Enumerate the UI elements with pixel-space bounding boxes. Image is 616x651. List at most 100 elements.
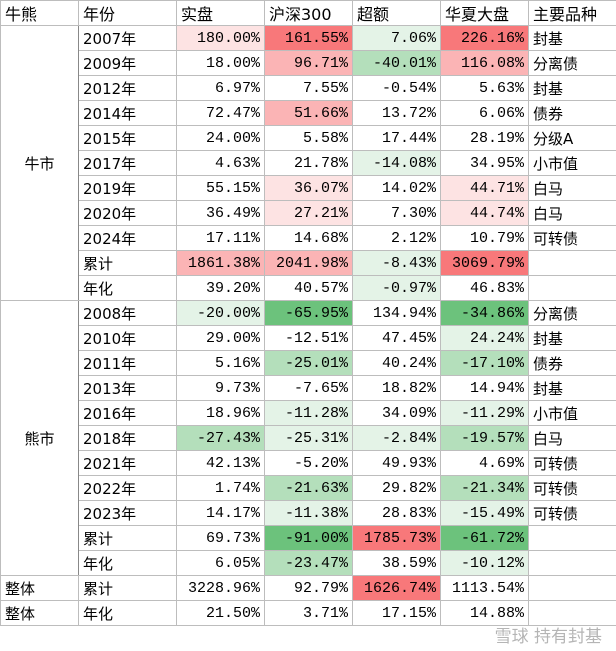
row: 累计 69.73% -91.00% 1785.73% -61.72%	[1, 525, 616, 551]
cell: 7.55%	[264, 75, 353, 101]
cell: 2015年	[78, 125, 177, 151]
cell: -34.86%	[440, 300, 529, 326]
row: 2024年 17.11% 14.68% 2.12% 10.79% 可转债	[1, 225, 616, 251]
cell: 49.93%	[352, 450, 441, 476]
cell: 69.73%	[176, 525, 265, 551]
empty-cell	[528, 525, 616, 551]
cell: 3.71%	[264, 600, 353, 626]
row: 年化 39.20% 40.57% -0.97% 46.83%	[1, 275, 616, 301]
cell: 134.94%	[352, 300, 441, 326]
cell: 白马	[528, 425, 616, 451]
cell: 2024年	[78, 225, 177, 251]
cell: -11.38%	[264, 500, 353, 526]
row: 牛市 2007年 180.00% 161.55% 7.06% 226.16% 封基	[0, 25, 616, 301]
cell: -0.97%	[352, 275, 441, 301]
table: 牛熊 年份 实盘 沪深300 超额 华夏大盘 主要品种 牛市 2007年 180.00% 161.5…	[0, 0, 616, 626]
cell: 5.58%	[264, 125, 353, 151]
cell: 年化	[78, 275, 177, 301]
cell: 6.05%	[176, 550, 265, 576]
cell: 2009年	[78, 50, 177, 76]
cell: 21.50%	[176, 600, 265, 626]
cell: 226.16%	[440, 25, 529, 51]
cell: 2008年	[78, 300, 177, 326]
cell: 51.66%	[264, 100, 353, 126]
cell: 21.78%	[264, 150, 353, 176]
cell: -25.31%	[264, 425, 353, 451]
cell: 分离债	[528, 300, 616, 326]
cell: -8.43%	[352, 250, 441, 276]
empty-cell	[528, 550, 616, 576]
cell: 累计	[78, 250, 177, 276]
cell: 9.73%	[176, 375, 265, 401]
cell: 14.94%	[440, 375, 529, 401]
cell: 可转债	[528, 475, 616, 501]
cell: 2013年	[78, 375, 177, 401]
row: 2021年 42.13% -5.20% 49.93% 4.69% 可转债	[1, 450, 616, 476]
cell: 4.69%	[440, 450, 529, 476]
cell: 沪深300	[264, 0, 353, 26]
cell: 46.83%	[440, 275, 529, 301]
cell: 2018年	[78, 425, 177, 451]
cell: 42.13%	[176, 450, 265, 476]
cell: 6.97%	[176, 75, 265, 101]
cell: 2007年	[78, 25, 177, 51]
cell: 24.00%	[176, 125, 265, 151]
cell: 18.96%	[176, 400, 265, 426]
cell: 2014年	[78, 100, 177, 126]
cell: -12.51%	[264, 325, 353, 351]
cell: 2011年	[78, 350, 177, 376]
watermark: 雪球 持有封基	[494, 627, 602, 647]
cell: 36.49%	[176, 200, 265, 226]
empty-cell	[528, 275, 616, 301]
cell: 白马	[528, 200, 616, 226]
cell: 熊市	[0, 300, 79, 576]
cell: 1861.38%	[176, 250, 265, 276]
header-row: 牛熊 年份 实盘 沪深300 超额 华夏大盘 主要品种	[0, 0, 616, 26]
cell: 华夏大盘	[440, 0, 529, 26]
row: 2015年 24.00% 5.58% 17.44% 28.19% 分级A	[1, 125, 616, 151]
cell: -14.08%	[352, 150, 441, 176]
cell: 债券	[528, 100, 616, 126]
cell: -7.65%	[264, 375, 353, 401]
row: 整体 累计 3228.96% 92.79% 1626.74% 1113.54%	[0, 575, 616, 601]
cell: 1626.74%	[352, 575, 441, 601]
cell: 14.17%	[176, 500, 265, 526]
cell: -10.12%	[440, 550, 529, 576]
cell: 7.30%	[352, 200, 441, 226]
cell: 2012年	[78, 75, 177, 101]
cell: 161.55%	[264, 25, 353, 51]
cell: 17.15%	[352, 600, 441, 626]
cell: 180.00%	[176, 25, 265, 51]
empty-cell	[528, 575, 616, 601]
cell: -25.01%	[264, 350, 353, 376]
cell: 封基	[528, 75, 616, 101]
cell: 6.06%	[440, 100, 529, 126]
cell: -19.57%	[440, 425, 529, 451]
cell: 5.16%	[176, 350, 265, 376]
row: 2014年 72.47% 51.66% 13.72% 6.06% 债券	[1, 100, 616, 126]
cell: -21.34%	[440, 475, 529, 501]
cell: 可转债	[528, 450, 616, 476]
row: 2023年 14.17% -11.38% 28.83% -15.49% 可转债	[1, 500, 616, 526]
cell: -23.47%	[264, 550, 353, 576]
cell: 2010年	[78, 325, 177, 351]
cell: 14.68%	[264, 225, 353, 251]
cell: 34.09%	[352, 400, 441, 426]
cell: -11.28%	[264, 400, 353, 426]
cell: -0.54%	[352, 75, 441, 101]
row: 2020年 36.49% 27.21% 7.30% 44.74% 白马	[1, 200, 616, 226]
row: 年化 6.05% -23.47% 38.59% -10.12%	[1, 550, 616, 576]
cell: 28.19%	[440, 125, 529, 151]
row: 熊市 2008年 -20.00% -65.95% 134.94% -34.86% 分离债	[0, 300, 616, 576]
row: 累计 1861.38% 2041.98% -8.43% 3069.79%	[1, 250, 616, 276]
cell: 47.45%	[352, 325, 441, 351]
cell: 白马	[528, 175, 616, 201]
cell: 72.47%	[176, 100, 265, 126]
cell: 96.71%	[264, 50, 353, 76]
cell: -21.63%	[264, 475, 353, 501]
cell: 实盘	[176, 0, 265, 26]
cell: -5.20%	[264, 450, 353, 476]
cell: 14.02%	[352, 175, 441, 201]
cell: 2023年	[78, 500, 177, 526]
